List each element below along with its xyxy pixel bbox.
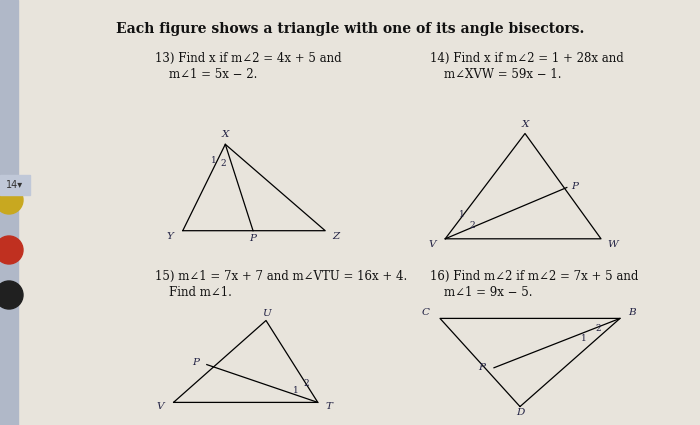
Text: Each figure shows a triangle with one of its angle bisectors.: Each figure shows a triangle with one of… — [116, 22, 584, 36]
Text: P: P — [250, 234, 256, 243]
Text: 13) Find x if m∠2 = 4x + 5 and: 13) Find x if m∠2 = 4x + 5 and — [155, 52, 342, 65]
Text: P: P — [479, 363, 486, 372]
Text: P: P — [193, 358, 200, 367]
Text: B: B — [628, 308, 636, 317]
Text: X: X — [222, 130, 229, 139]
Circle shape — [0, 186, 23, 214]
Text: 2: 2 — [595, 324, 601, 333]
Text: m∠1 = 5x − 2.: m∠1 = 5x − 2. — [169, 68, 258, 81]
Text: Z: Z — [332, 232, 340, 241]
Text: 1: 1 — [211, 156, 217, 165]
Text: Find m∠1.: Find m∠1. — [169, 286, 232, 299]
Text: C: C — [422, 308, 430, 317]
Text: 1: 1 — [459, 210, 466, 219]
Circle shape — [0, 281, 23, 309]
Text: V: V — [157, 402, 164, 411]
Text: 16) Find m∠2 if m∠2 = 7x + 5 and: 16) Find m∠2 if m∠2 = 7x + 5 and — [430, 270, 638, 283]
Text: 2: 2 — [469, 221, 475, 230]
Text: 1: 1 — [581, 334, 587, 343]
Circle shape — [0, 236, 23, 264]
Bar — [0, 175, 30, 195]
Text: 2: 2 — [304, 379, 309, 388]
Text: m∠1 = 9x − 5.: m∠1 = 9x − 5. — [444, 286, 533, 299]
Text: D: D — [516, 408, 524, 417]
Text: 1: 1 — [293, 386, 298, 395]
Text: X: X — [522, 119, 528, 128]
Text: T: T — [326, 402, 332, 411]
Text: U: U — [262, 309, 270, 317]
Bar — [0, 0, 18, 425]
Text: 14▾: 14▾ — [6, 180, 24, 190]
Text: 15) m∠1 = 7x + 7 and m∠VTU = 16x + 4.: 15) m∠1 = 7x + 7 and m∠VTU = 16x + 4. — [155, 270, 407, 283]
Text: W: W — [607, 240, 617, 249]
Text: Y: Y — [167, 232, 173, 241]
Text: 14) Find x if m∠2 = 1 + 28x and: 14) Find x if m∠2 = 1 + 28x and — [430, 52, 624, 65]
Text: V: V — [428, 240, 435, 249]
Text: P: P — [571, 181, 578, 191]
Text: 2: 2 — [220, 159, 226, 168]
Text: m∠XVW = 59x − 1.: m∠XVW = 59x − 1. — [444, 68, 561, 81]
